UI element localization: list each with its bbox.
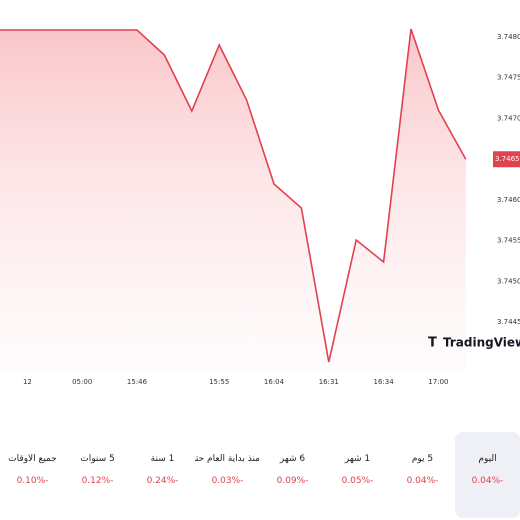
period-tab[interactable]: 5 يوم 0.04%- bbox=[390, 432, 455, 518]
period-tab[interactable]: 1 شهر 0.05%- bbox=[325, 432, 390, 518]
last-price-label: 3.746500 bbox=[495, 155, 520, 163]
period-tabs: اليوم 0.04%- 5 يوم 0.04%- 1 شهر 0.05%- 6 شهر 0.… bbox=[0, 432, 520, 518]
tab-name: منذ بداية العام حتى اليوم bbox=[195, 454, 260, 464]
y-tick-label: 3.748000 bbox=[497, 33, 520, 41]
tab-name: 1 سنة bbox=[150, 454, 175, 464]
x-tick-label: 16:04 bbox=[264, 378, 285, 386]
period-tab[interactable]: اليوم 0.04%- bbox=[455, 432, 520, 518]
tab-change: 0.24%- bbox=[146, 476, 179, 486]
period-tab[interactable]: جميع الأوقات 0.10%- bbox=[0, 432, 65, 518]
x-tick-label: 15:46 bbox=[127, 378, 148, 386]
tab-name: اليوم bbox=[478, 454, 497, 464]
y-tick-label: 3.744500 bbox=[497, 318, 520, 326]
tab-change: 0.05%- bbox=[341, 476, 374, 486]
y-tick-label: 3.747000 bbox=[497, 114, 520, 122]
tab-change: 0.10%- bbox=[16, 476, 49, 486]
tab-name: جميع الأوقات bbox=[8, 454, 57, 464]
period-tab[interactable]: منذ بداية العام حتى اليوم 0.03%- bbox=[195, 432, 260, 518]
area-fill bbox=[0, 29, 466, 371]
y-tick-label: 3.745500 bbox=[497, 237, 520, 245]
y-tick-label: 3.747500 bbox=[497, 74, 520, 82]
tab-name: 6 شهر bbox=[279, 454, 306, 464]
y-tick-label: 3.746000 bbox=[497, 196, 520, 204]
x-tick-label: 05:00 bbox=[72, 378, 92, 386]
period-tab[interactable]: 6 شهر 0.09%- bbox=[260, 432, 325, 518]
tab-name: 5 يوم bbox=[411, 454, 434, 464]
x-tick-label: 12 bbox=[23, 378, 32, 386]
period-tab[interactable]: 1 سنة 0.24%- bbox=[130, 432, 195, 518]
chart: 3.748000 3.747500 3.747000 3.746000 3.745500… bbox=[0, 28, 520, 386]
y-tick-label: 3.745000 bbox=[497, 277, 520, 285]
tab-change: 0.04%- bbox=[471, 476, 504, 486]
x-tick-label: 16:34 bbox=[374, 378, 395, 386]
brand-icon: T bbox=[428, 336, 437, 351]
tab-change: 0.12%- bbox=[81, 476, 114, 486]
tab-change: 0.04%- bbox=[406, 476, 439, 486]
x-tick-label: 15:55 bbox=[209, 378, 229, 386]
brand-logo: TradingView bbox=[443, 336, 520, 350]
tab-name: 5 سنوات bbox=[80, 454, 115, 464]
tab-change: 0.09%- bbox=[276, 476, 309, 486]
period-tab[interactable]: 5 سنوات 0.12%- bbox=[65, 432, 130, 518]
price-line bbox=[0, 28, 467, 363]
x-tick-label: 17:00 bbox=[428, 378, 448, 386]
tab-change: 0.03%- bbox=[211, 476, 244, 486]
x-tick-label: 16:31 bbox=[319, 378, 339, 386]
last-price-badge bbox=[493, 151, 520, 168]
tab-name: 1 شهر bbox=[344, 454, 371, 464]
